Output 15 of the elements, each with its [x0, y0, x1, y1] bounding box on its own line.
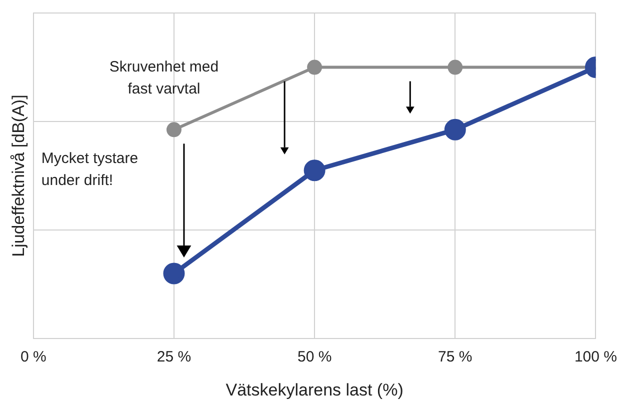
point — [307, 60, 322, 75]
x-tick-label: 75 % — [438, 348, 472, 366]
point — [304, 160, 326, 182]
x-axis-title: Vätskekylarens last (%) — [226, 380, 404, 400]
series-label: Skruvenhet med fast varvtal — [109, 58, 219, 98]
x-tick-label: 25 % — [156, 348, 192, 366]
x-tick-label: 0 % — [20, 348, 46, 366]
y-axis-title: Ljudeffektnivå [dB(A)] — [8, 94, 28, 257]
x-tick-label: 100 % — [574, 348, 618, 366]
point — [448, 60, 463, 75]
point — [163, 262, 185, 284]
x-tick-label: 50 % — [297, 348, 332, 366]
point — [166, 122, 182, 138]
point — [444, 118, 466, 140]
annotation: Mycket tystare under drift! — [41, 150, 138, 189]
